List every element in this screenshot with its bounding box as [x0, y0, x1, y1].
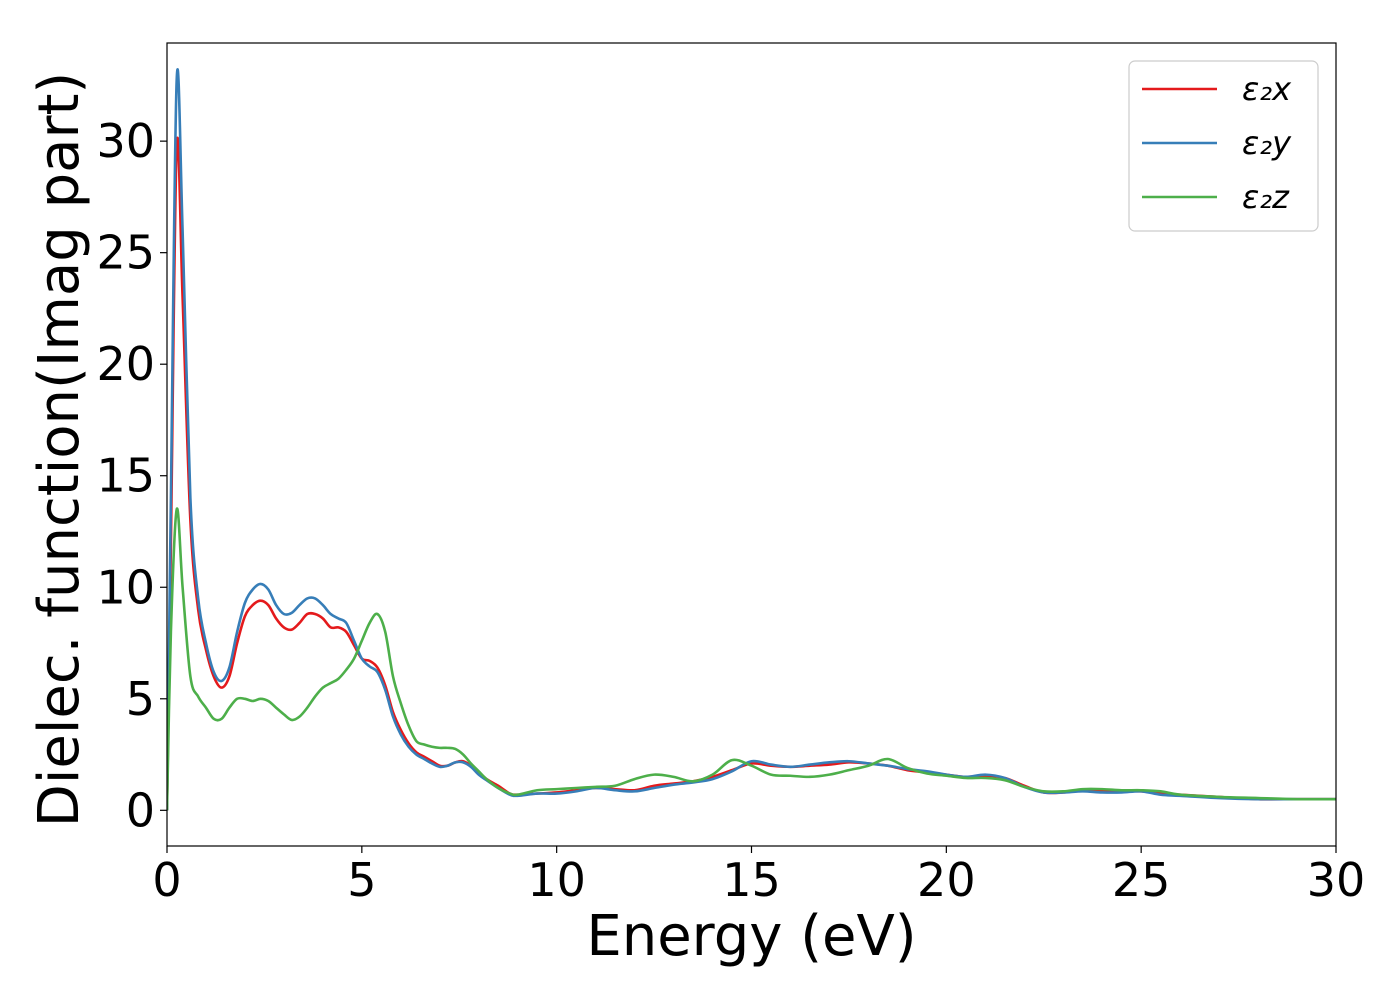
- series-line-1: [167, 136, 1336, 811]
- y-axis-ticks: 0 5 10 15 20 25 30: [96, 114, 167, 837]
- y-tick-label: 25: [96, 226, 155, 280]
- x-tick-label: 10: [527, 853, 586, 907]
- y-tick-label: 5: [126, 672, 155, 726]
- x-tick-label: 30: [1307, 853, 1366, 907]
- x-tick-label: 15: [722, 853, 781, 907]
- legend: ε₂x ε₂y ε₂z: [1128, 60, 1319, 232]
- series-line-2: [167, 68, 1336, 811]
- x-tick-label: 20: [917, 853, 976, 907]
- y-axis-label: Dielec. function(Imag part): [27, 72, 92, 828]
- y-tick-label: 10: [96, 560, 155, 614]
- x-tick-label: 0: [152, 853, 181, 907]
- y-tick-label: 20: [96, 337, 155, 391]
- series-layer: [167, 68, 1336, 811]
- legend-label-1: ε₂x: [1242, 70, 1292, 108]
- x-tick-label: 5: [347, 853, 376, 907]
- y-tick-label: 30: [96, 114, 155, 168]
- legend-label-2: ε₂y: [1242, 124, 1292, 162]
- x-axis-label: Energy (eV): [586, 904, 916, 969]
- y-tick-label: 0: [126, 783, 155, 837]
- x-axis-ticks: 0 5 10 15 20 25 30: [152, 846, 1365, 907]
- x-tick-label: 25: [1112, 853, 1171, 907]
- y-tick-label: 15: [96, 449, 155, 503]
- series-line-3: [167, 507, 1336, 811]
- legend-label-3: ε₂z: [1242, 178, 1290, 216]
- legend-box: [1128, 60, 1319, 232]
